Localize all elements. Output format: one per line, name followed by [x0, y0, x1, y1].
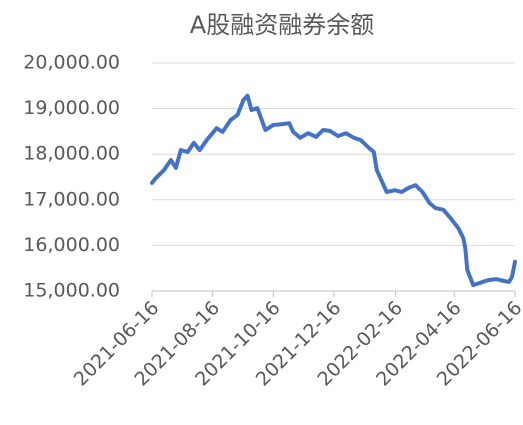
data-line: [150, 93, 517, 288]
y-tick-label: 15,000.00: [23, 280, 120, 302]
y-tick-label: 17,000.00: [23, 188, 120, 210]
y-tick-label: 18,000.00: [23, 143, 120, 165]
y-tick-label: 20,000.00: [23, 52, 120, 74]
y-tick-label: 19,000.00: [23, 97, 120, 119]
chart-title: A股融资融券余额: [190, 11, 374, 39]
y-tick-label: 16,000.00: [23, 234, 120, 256]
